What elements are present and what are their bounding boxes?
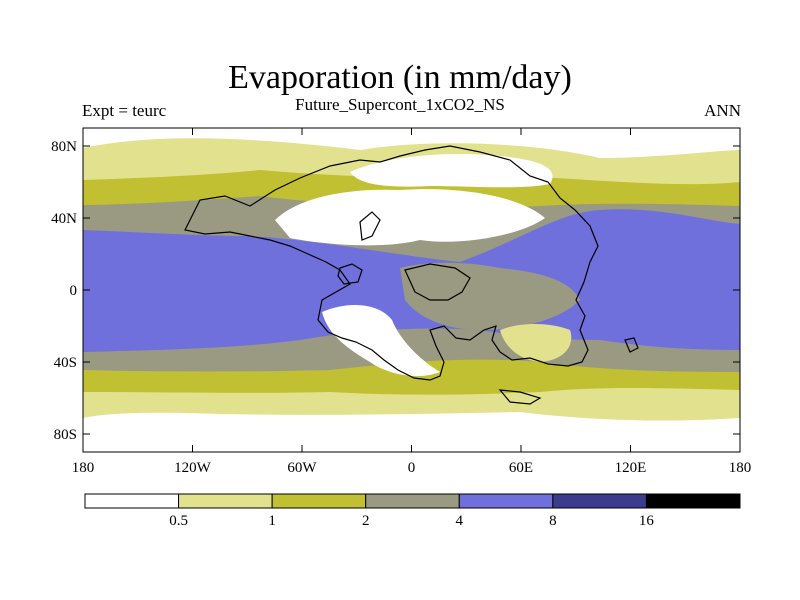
colorbar-label: 16 [639,513,655,529]
x-tick-label: 180 [72,460,95,476]
evaporation-field [83,128,740,452]
colorbar-box [365,493,460,509]
colorbar-box [458,493,554,509]
experiment-label: Expt = teurc [82,101,167,120]
land-dry-north [275,189,545,246]
colorbar-label: 8 [549,513,557,529]
x-tick-label: 120W [174,460,212,476]
map-axes: 180 120W 60W 0 60E 120E 180 80N 40N 0 40S 80S [51,128,751,476]
land-africa-grey [400,262,580,330]
coastline [184,145,639,405]
x-tick-label: 60W [287,460,317,476]
land-south-yellow [500,324,572,362]
colorbar-label: 0.5 [169,513,188,529]
colorbar-label: 1 [268,513,276,529]
y-tick-label: 80S [54,427,77,443]
y-tick-label: 40N [51,211,77,227]
y-tick-label: 40S [54,355,77,371]
x-tick-label: 60E [509,460,533,476]
colorbar-box [645,493,741,509]
land-north-cap [350,153,553,188]
plot-subtitle: Future_Supercont_1xCO2_NS [295,95,505,114]
colorbar-box [84,493,180,509]
colorbar-label: 4 [456,513,464,529]
colorbar-label: 2 [362,513,370,529]
x-tick-label: 180 [729,460,752,476]
x-tick-label: 120E [615,460,647,476]
colorbar-box [552,493,647,509]
colorbar: 0.5 1 2 4 8 16 [84,493,741,529]
season-label: ANN [704,101,741,120]
land-dry-south [322,305,440,377]
plot-title: Evaporation (in mm/day) [228,59,572,96]
y-tick-label: 80N [51,139,77,155]
y-tick-label: 0 [70,283,78,299]
x-tick-label: 0 [408,460,416,476]
colorbar-box [271,493,367,509]
colorbar-box [178,493,273,509]
